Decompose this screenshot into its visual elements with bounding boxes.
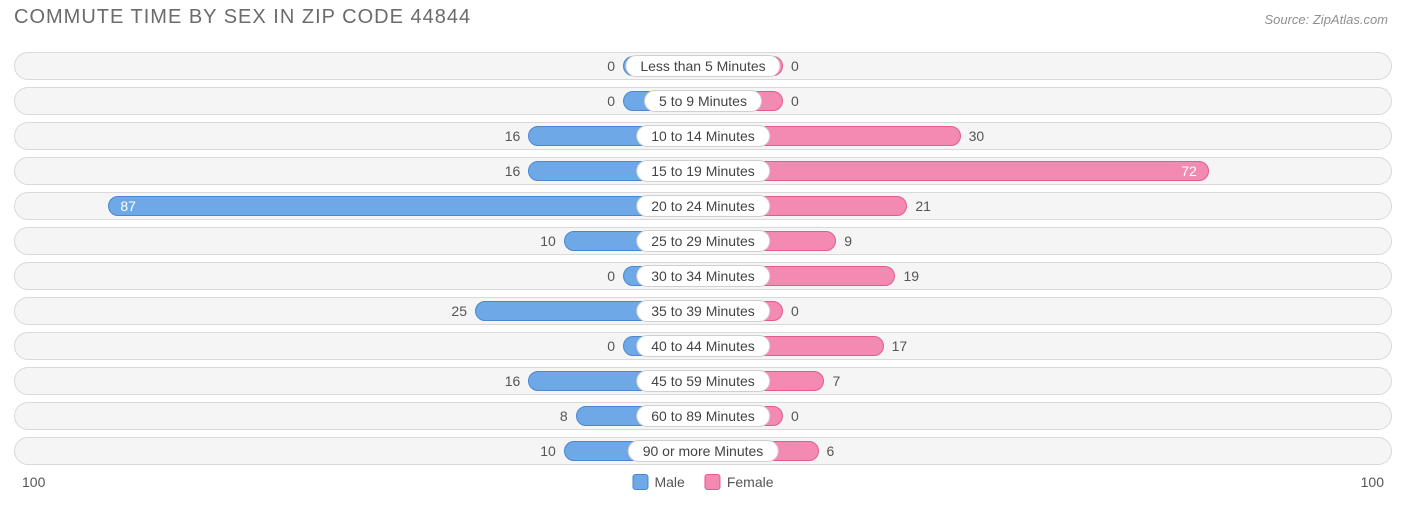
male-value: 0 xyxy=(607,93,615,109)
bar-row: 8 0 60 to 89 Minutes xyxy=(14,402,1392,430)
female-value: 0 xyxy=(791,303,799,319)
male-value: 10 xyxy=(540,233,556,249)
legend-swatch xyxy=(632,474,648,490)
female-value: 72 xyxy=(1181,163,1197,179)
bar-row: 0 19 30 to 34 Minutes xyxy=(14,262,1392,290)
axis-left-max: 100 xyxy=(22,474,45,490)
category-label: 30 to 34 Minutes xyxy=(636,265,770,287)
category-label: 15 to 19 Minutes xyxy=(636,160,770,182)
bar-row: 10 9 25 to 29 Minutes xyxy=(14,227,1392,255)
male-value: 87 xyxy=(120,198,136,214)
chart-rows: 0 0 Less than 5 Minutes 0 0 5 to 9 Minutes 16 3… xyxy=(14,52,1392,472)
female-value: 0 xyxy=(791,93,799,109)
bar-row: 87 21 20 to 24 Minutes xyxy=(14,192,1392,220)
bar-row: 10 6 90 or more Minutes xyxy=(14,437,1392,465)
female-value: 6 xyxy=(827,443,835,459)
legend-item: Female xyxy=(705,474,774,490)
legend-label: Female xyxy=(727,474,774,490)
male-value: 16 xyxy=(505,128,521,144)
bar-row: 16 30 10 to 14 Minutes xyxy=(14,122,1392,150)
category-label: 90 or more Minutes xyxy=(628,440,779,462)
category-label: 60 to 89 Minutes xyxy=(636,405,770,427)
category-label: 5 to 9 Minutes xyxy=(644,90,762,112)
chart-container: COMMUTE TIME BY SEX IN ZIP CODE 44844 So… xyxy=(0,0,1406,523)
category-label: 45 to 59 Minutes xyxy=(636,370,770,392)
male-value: 25 xyxy=(451,303,467,319)
legend: Male Female xyxy=(622,474,783,490)
male-value: 16 xyxy=(505,163,521,179)
male-value: 8 xyxy=(560,408,568,424)
female-value: 7 xyxy=(832,373,840,389)
source-label: Source: ZipAtlas.com xyxy=(1264,12,1388,27)
bar-row: 0 0 5 to 9 Minutes xyxy=(14,87,1392,115)
legend-swatch xyxy=(705,474,721,490)
bar-row: 25 0 35 to 39 Minutes xyxy=(14,297,1392,325)
category-label: 25 to 29 Minutes xyxy=(636,230,770,252)
female-value: 30 xyxy=(969,128,985,144)
male-value: 10 xyxy=(540,443,556,459)
female-value: 19 xyxy=(903,268,919,284)
male-value: 0 xyxy=(607,268,615,284)
bar-row: 16 7 45 to 59 Minutes xyxy=(14,367,1392,395)
category-label: 20 to 24 Minutes xyxy=(636,195,770,217)
bar-row: 0 0 Less than 5 Minutes xyxy=(14,52,1392,80)
male-value: 0 xyxy=(607,58,615,74)
axis-right-max: 100 xyxy=(1361,474,1384,490)
male-value: 0 xyxy=(607,338,615,354)
chart-title: COMMUTE TIME BY SEX IN ZIP CODE 44844 xyxy=(14,6,471,29)
legend-label: Male xyxy=(654,474,684,490)
male-value: 16 xyxy=(505,373,521,389)
category-label: 40 to 44 Minutes xyxy=(636,335,770,357)
category-label: Less than 5 Minutes xyxy=(625,55,780,77)
bar-row: 16 72 15 to 19 Minutes xyxy=(14,157,1392,185)
female-bar xyxy=(703,161,1209,181)
legend-item: Male xyxy=(632,474,684,490)
female-value: 0 xyxy=(791,408,799,424)
female-value: 17 xyxy=(892,338,908,354)
female-value: 9 xyxy=(844,233,852,249)
category-label: 35 to 39 Minutes xyxy=(636,300,770,322)
female-value: 21 xyxy=(915,198,931,214)
category-label: 10 to 14 Minutes xyxy=(636,125,770,147)
female-value: 0 xyxy=(791,58,799,74)
male-bar xyxy=(108,196,703,216)
bar-row: 0 17 40 to 44 Minutes xyxy=(14,332,1392,360)
